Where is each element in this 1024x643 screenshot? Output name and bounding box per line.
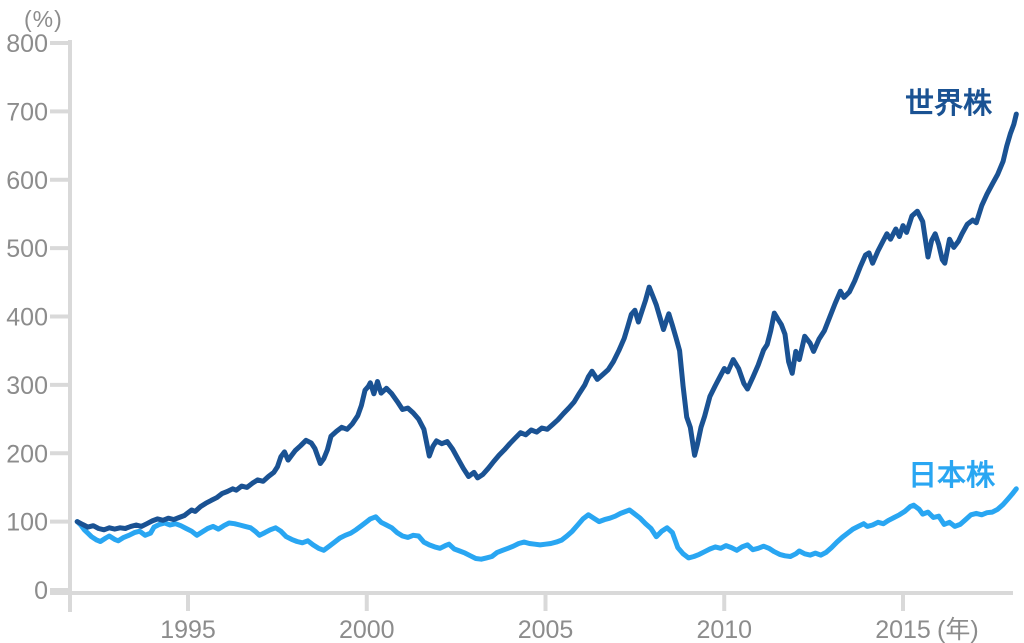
y-tick-label-600: 600 xyxy=(6,167,48,195)
series-label-japan-stocks: 日本株 xyxy=(908,460,996,492)
y-tick-label-0: 0 xyxy=(34,577,48,605)
x-tick-label-2015: 2015 xyxy=(875,616,931,643)
y-tick-label-800: 800 xyxy=(6,30,48,58)
y-tick-label-200: 200 xyxy=(6,440,48,468)
y-tick-label-400: 400 xyxy=(6,304,48,332)
x-axis-year-suffix-label: (年) xyxy=(937,616,979,643)
series-line-world xyxy=(74,111,1019,533)
y-tick-label-700: 700 xyxy=(6,98,48,126)
series-label-world-stocks: 世界株 xyxy=(905,88,993,120)
y-tick-label-300: 300 xyxy=(6,372,48,400)
y-axis-unit-label: (%) xyxy=(24,6,63,32)
x-tick-label-2005: 2005 xyxy=(518,616,574,643)
y-tick-label-500: 500 xyxy=(6,235,48,263)
x-tick-label-2000: 2000 xyxy=(339,616,395,643)
y-tick-label-100: 100 xyxy=(6,509,48,537)
series-line-japan xyxy=(74,486,1019,562)
x-tick-label-2010: 2010 xyxy=(696,616,752,643)
x-tick-label-1995: 1995 xyxy=(160,616,216,643)
